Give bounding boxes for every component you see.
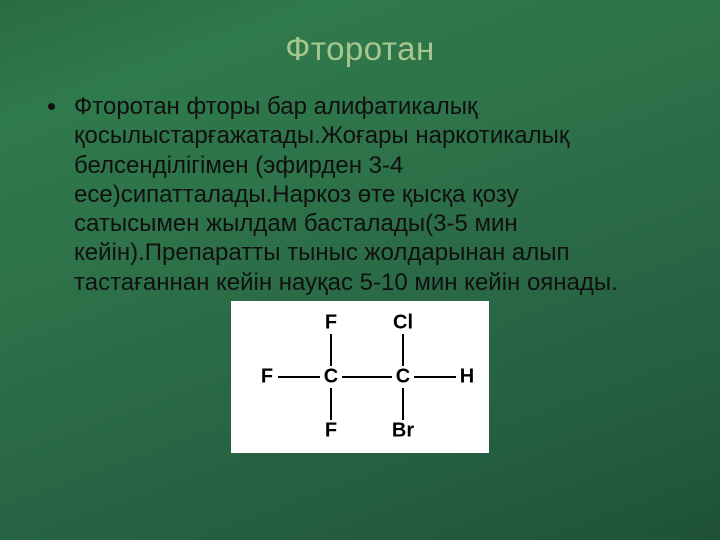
svg-text:F: F [325, 419, 337, 441]
bullet-text: Фторотан фторы бар алифатикалық қосылыст… [74, 92, 644, 297]
svg-text:F: F [261, 365, 273, 387]
svg-text:C: C [324, 365, 338, 387]
svg-text:F: F [325, 311, 337, 333]
chemical-structure: C C F F F Cl Br H [231, 301, 489, 453]
slide-title: Фторотан [46, 30, 674, 68]
svg-text:H: H [460, 365, 474, 387]
bullet-marker [48, 103, 55, 110]
svg-text:Cl: Cl [393, 311, 413, 333]
structure-svg: C C F F F Cl Br H [231, 301, 489, 453]
bullet-block: Фторотан фторы бар алифатикалық қосылыст… [46, 92, 674, 297]
slide: Фторотан Фторотан фторы бар алифатикалық… [0, 0, 720, 540]
svg-text:C: C [396, 365, 410, 387]
svg-text:Br: Br [392, 419, 414, 441]
structure-container: C C F F F Cl Br H [46, 301, 674, 453]
